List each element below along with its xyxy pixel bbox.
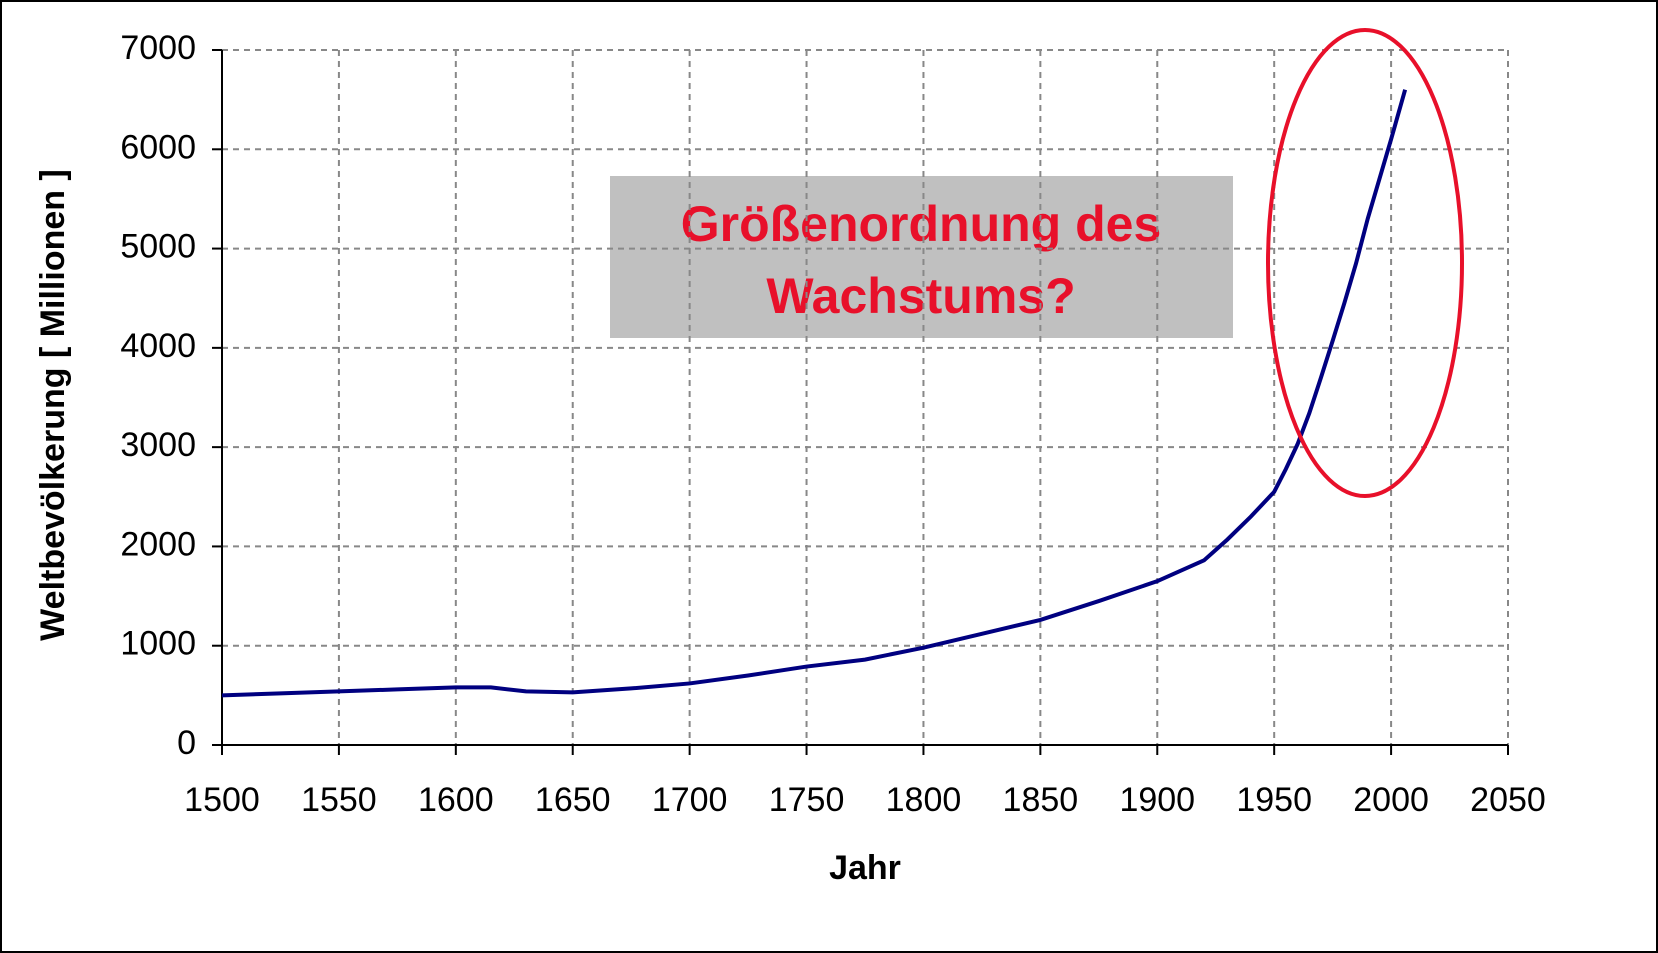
y-tick-label: 3000 (120, 426, 196, 464)
x-tick-label: 1550 (301, 781, 377, 819)
data-line (221, 89, 1408, 698)
y-tick-label: 5000 (120, 228, 196, 266)
annotation: Wachstums? (766, 268, 1075, 324)
annotation: Größenordnung des (681, 196, 1162, 252)
x-tick-label: 1850 (1003, 781, 1079, 819)
x-axis-label: Jahr (829, 849, 901, 887)
y-tick-label: 1000 (120, 625, 196, 663)
y-axis-label: Weltbevölkerung [ Millionen ] (34, 169, 72, 641)
x-tick-label: 1600 (418, 781, 494, 819)
x-tick-label: 1650 (535, 781, 611, 819)
x-tick-label: 1700 (652, 781, 728, 819)
x-tick-label: 2050 (1470, 781, 1546, 819)
y-tick-label: 6000 (120, 128, 196, 166)
x-tick-label: 2000 (1353, 781, 1429, 819)
y-tick-label: 0 (177, 724, 196, 762)
x-tick-label: 1800 (886, 781, 962, 819)
x-tick-label: 1750 (769, 781, 845, 819)
highlight-ellipse (1266, 28, 1464, 498)
y-tick-label: 4000 (120, 327, 196, 365)
annotation-box (610, 176, 1233, 338)
x-tick-label: 1500 (184, 781, 260, 819)
x-tick-label: 1950 (1236, 781, 1312, 819)
x-tick-label: 1900 (1119, 781, 1195, 819)
y-tick-label: 7000 (120, 29, 196, 67)
y-tick-label: 2000 (120, 525, 196, 563)
